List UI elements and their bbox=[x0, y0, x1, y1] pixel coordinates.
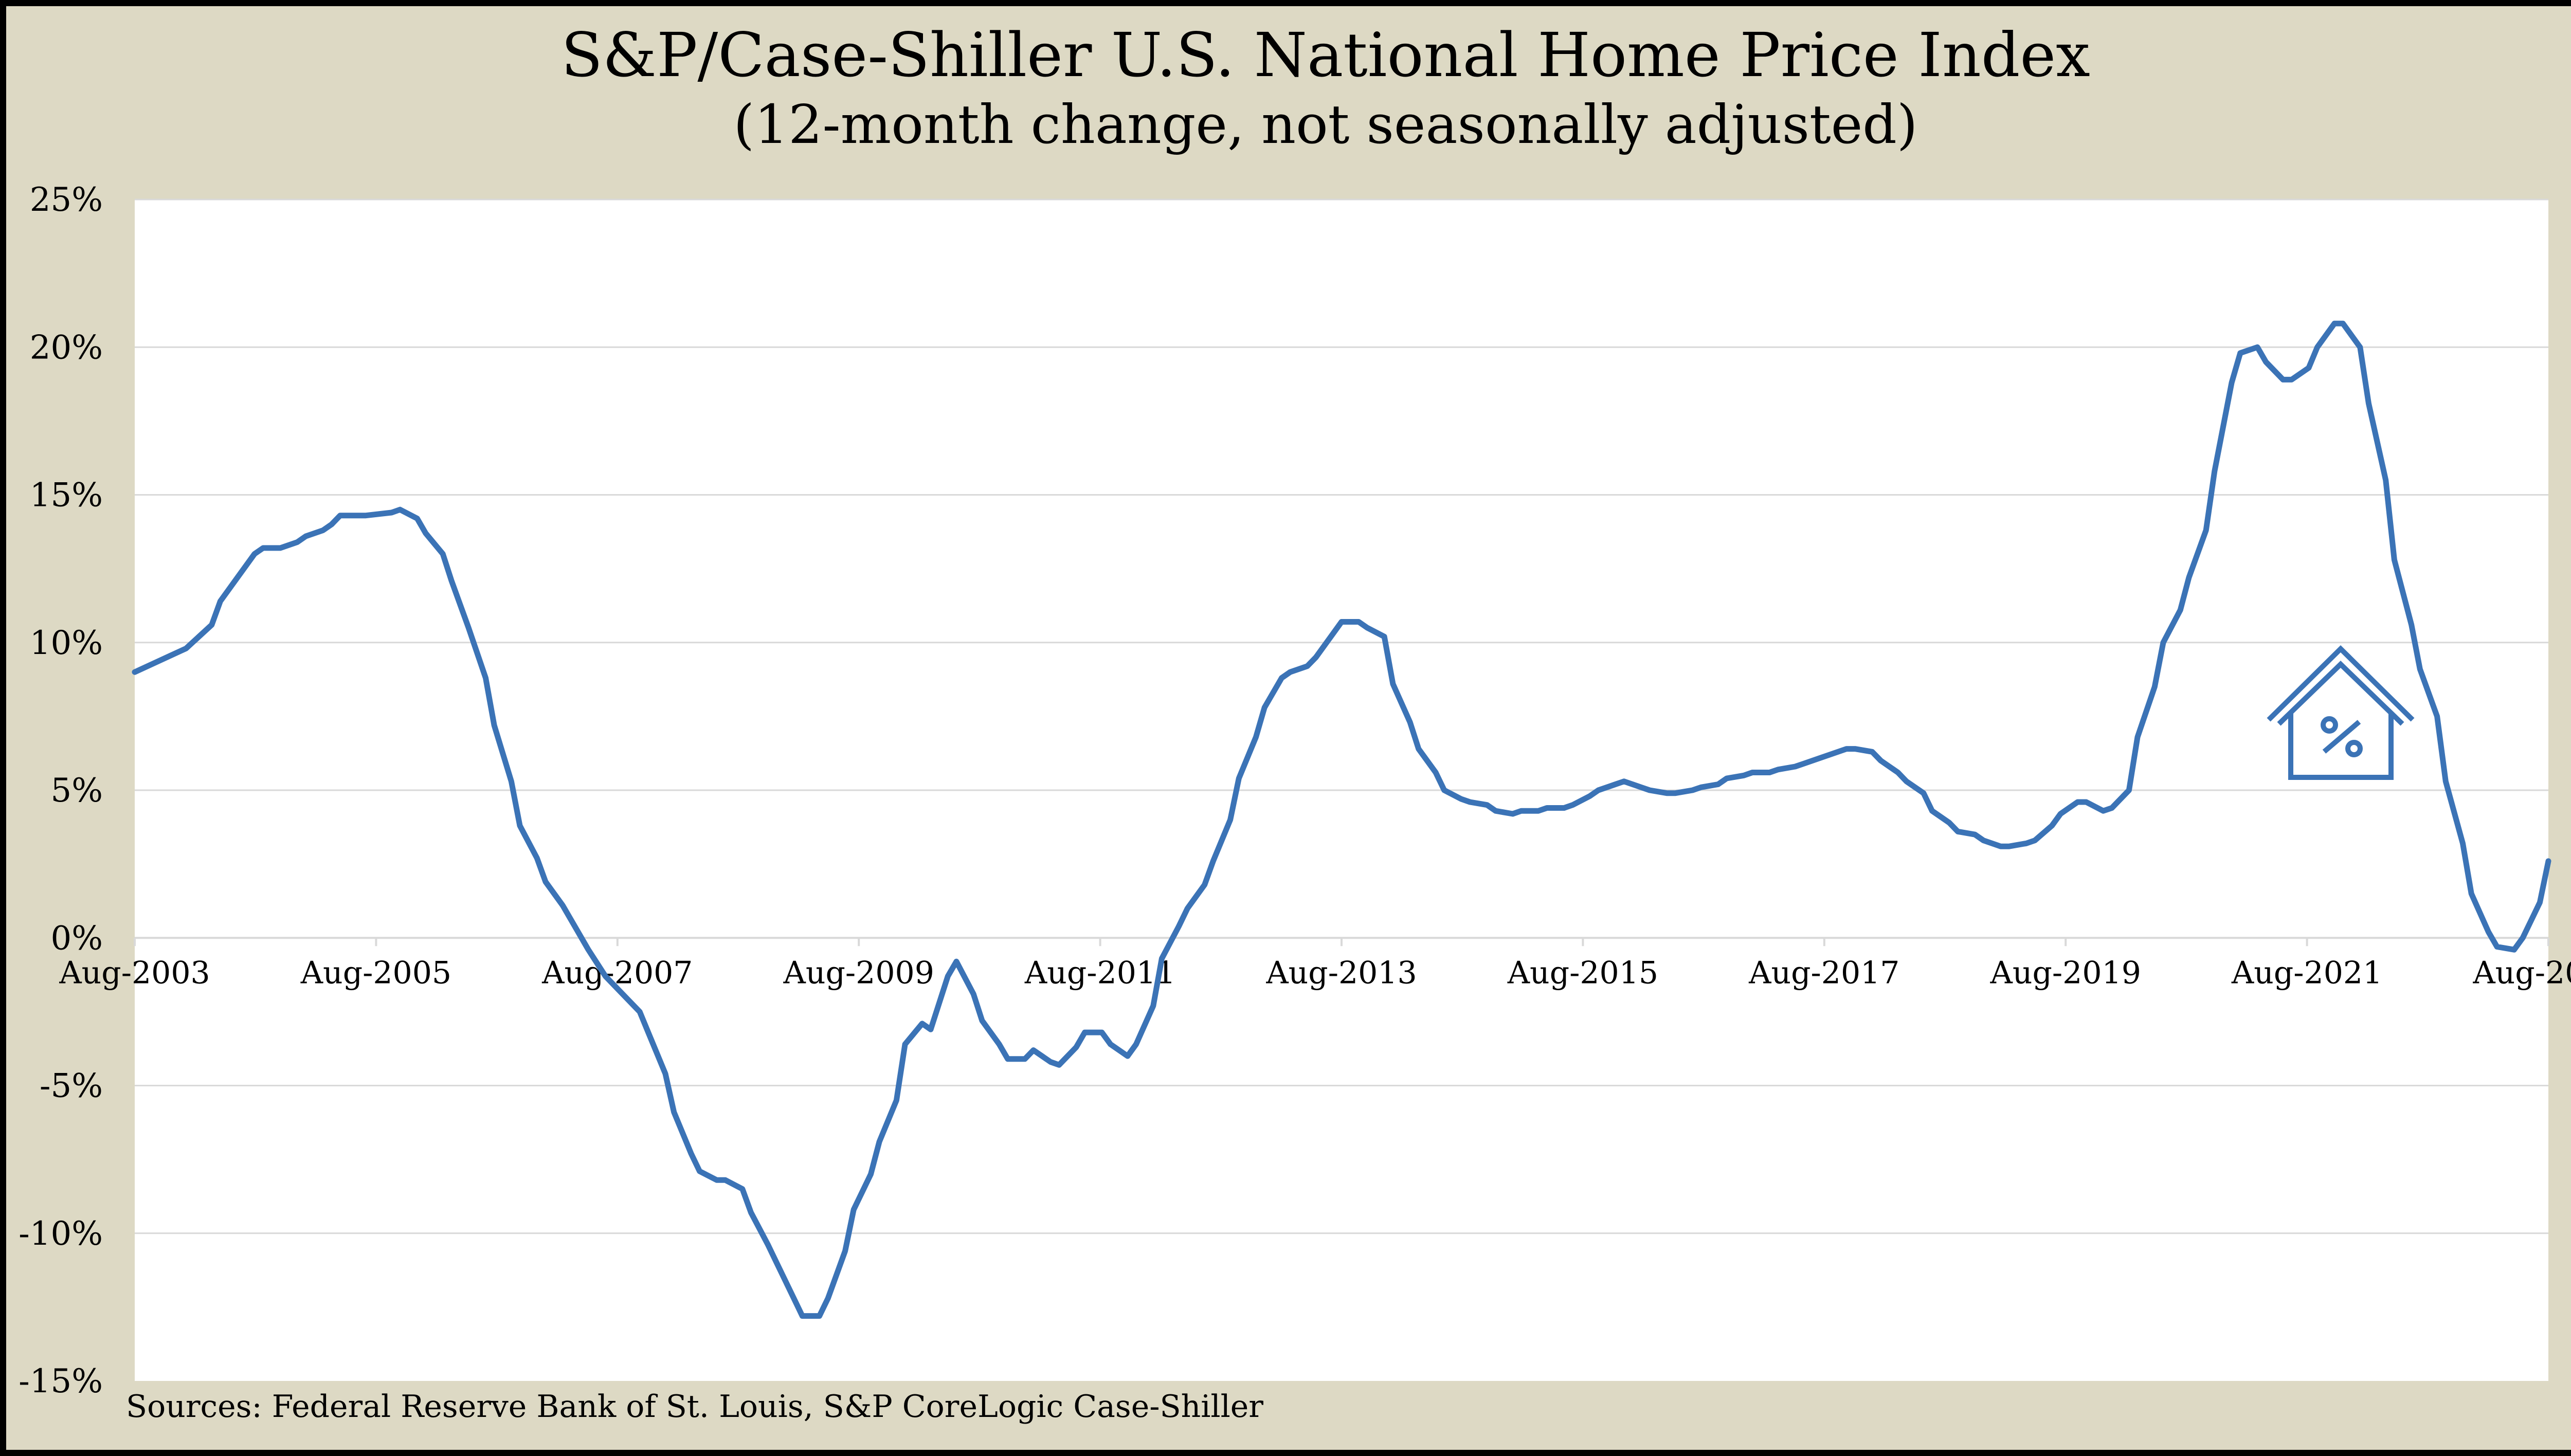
series-line bbox=[132, 320, 2551, 1319]
y-tick-label: 10% bbox=[30, 624, 103, 662]
x-tick-label: Aug-2015 bbox=[1507, 955, 1658, 991]
source-note: Sources: Federal Reserve Bank of St. Lou… bbox=[126, 1389, 1263, 1425]
x-tick-label: Aug-2021 bbox=[2231, 955, 2382, 991]
x-tick-label: Aug-2019 bbox=[1990, 955, 2141, 991]
y-tick-label: -10% bbox=[19, 1215, 103, 1253]
y-tick-label: 0% bbox=[50, 919, 103, 957]
y-tick-label: 5% bbox=[50, 772, 103, 810]
chart-title: S&P/Case-Shiller U.S. National Home Pric… bbox=[561, 20, 2090, 90]
series-group bbox=[132, 320, 2551, 1319]
y-tick-label: -15% bbox=[19, 1362, 103, 1400]
y-axis-tick-labels: 25% 20% 15% 10% 5% 0% -5% -10% -15% bbox=[19, 181, 103, 1400]
house-percent-icon bbox=[2267, 645, 2415, 780]
y-tick-label: 15% bbox=[30, 477, 103, 515]
x-tick-label: Aug-2023 bbox=[2472, 955, 2571, 991]
x-tick-label: Aug-2003 bbox=[59, 955, 210, 991]
chart-subtitle: (12-month change, not seasonally adjuste… bbox=[734, 93, 1918, 156]
y-tick-label: 20% bbox=[30, 329, 103, 367]
x-tick-label: Aug-2013 bbox=[1265, 955, 1417, 991]
y-tick-label: -5% bbox=[40, 1067, 103, 1105]
x-tick-label: Aug-2017 bbox=[1748, 955, 1899, 991]
x-axis-tick-labels: Aug-2003 Aug-2005 Aug-2007 Aug-2009 Aug-2011… bbox=[59, 938, 2571, 991]
x-tick-label: Aug-2011 bbox=[1024, 955, 1175, 991]
y-tick-label: 25% bbox=[30, 181, 103, 219]
x-tick-label: Aug-2009 bbox=[783, 955, 934, 991]
x-tick-label: Aug-2005 bbox=[300, 955, 451, 991]
